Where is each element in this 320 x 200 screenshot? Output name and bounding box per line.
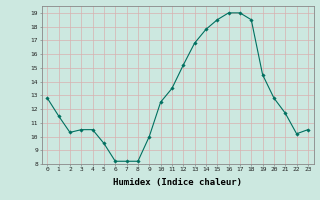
X-axis label: Humidex (Indice chaleur): Humidex (Indice chaleur) [113,178,242,187]
